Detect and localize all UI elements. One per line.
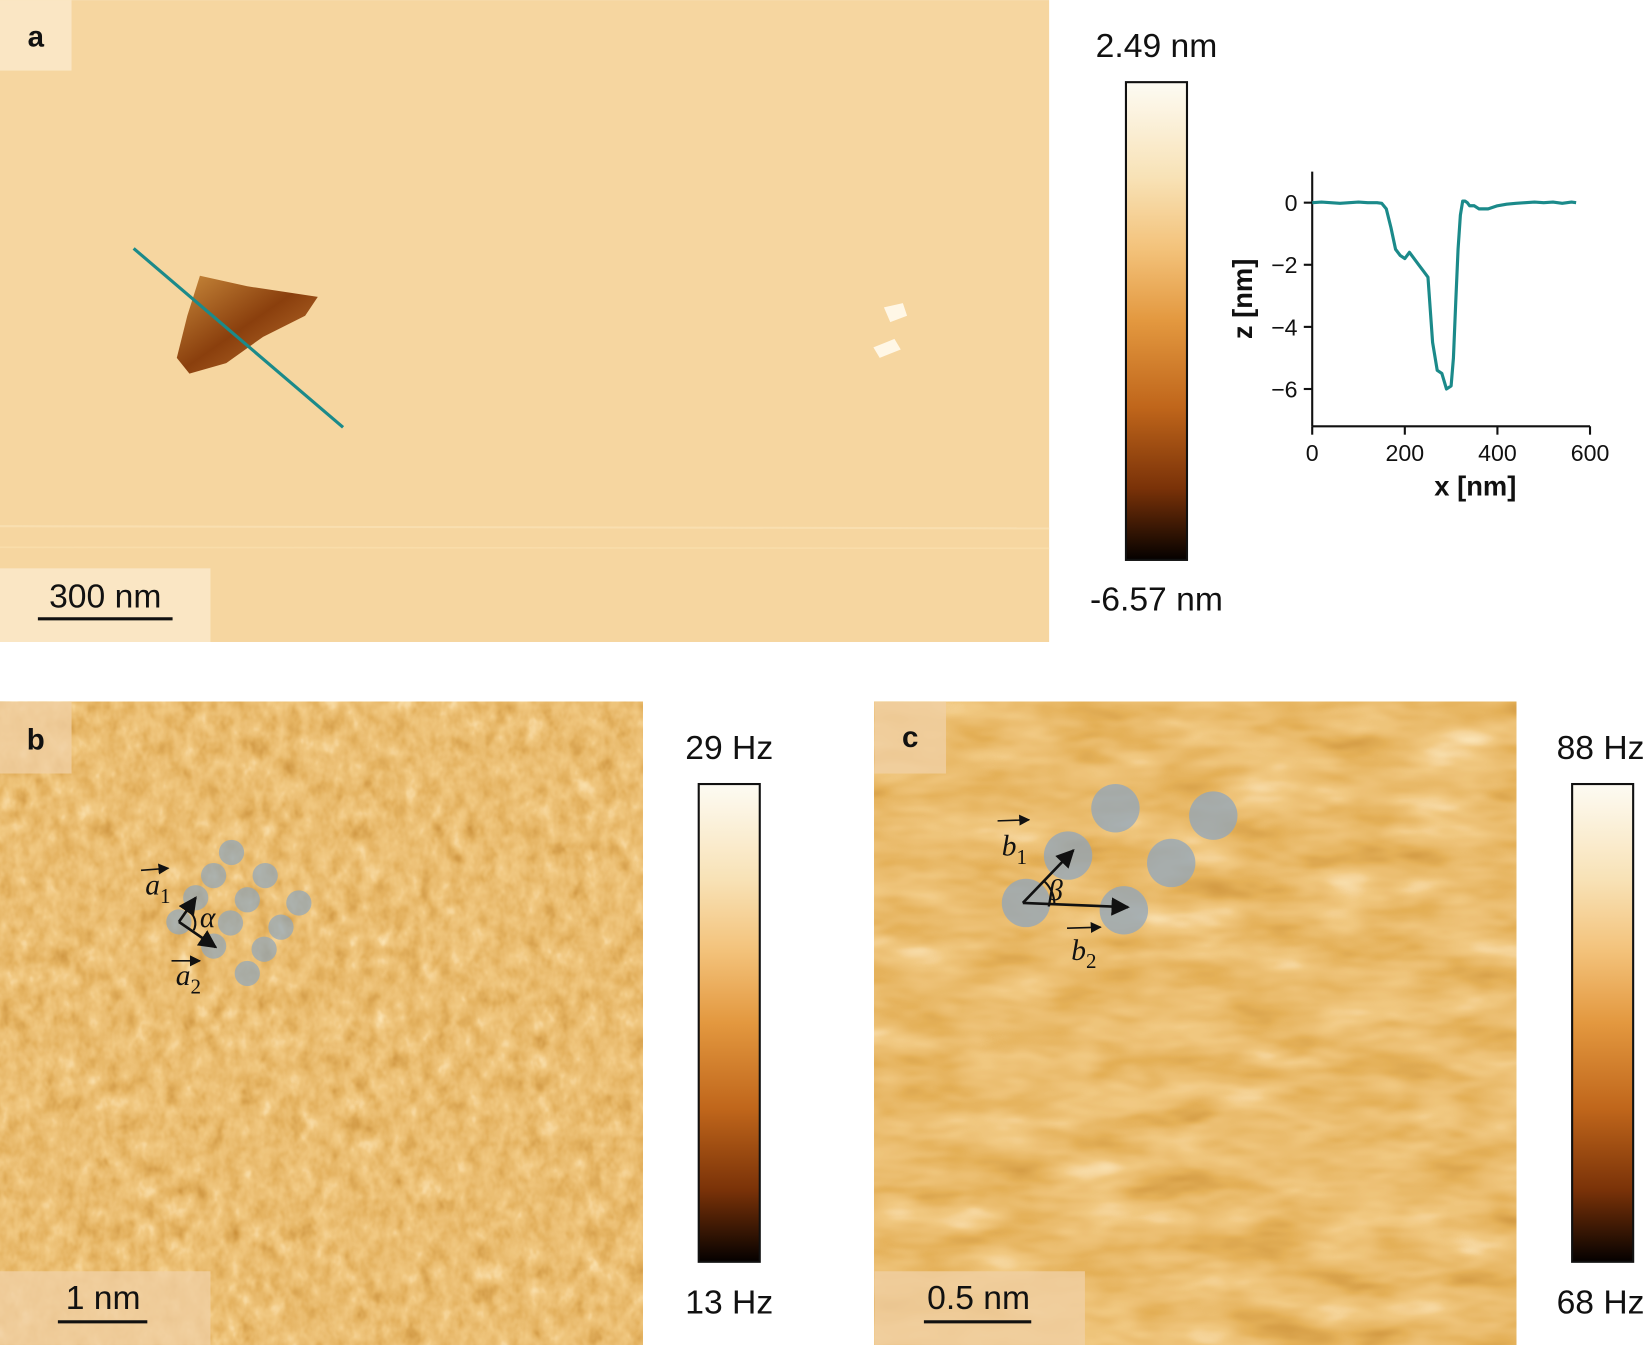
- colorbar-max: 29 Hz: [685, 730, 773, 767]
- angle-label: β: [1047, 875, 1063, 907]
- vector-bar: [140, 863, 170, 875]
- colorbar-min: -6.57 nm: [1090, 581, 1223, 618]
- panel-b: a1 a2 α b 1 nm 29 Hz 13 Hz: [0, 701, 773, 1345]
- scale-box: [0, 568, 211, 642]
- panel-label: a: [28, 20, 45, 53]
- scan-streak: [0, 525, 1050, 530]
- y-axis-label: z [nm]: [1227, 259, 1258, 340]
- vector-label: b1: [1002, 831, 1027, 869]
- profile-line: [1312, 199, 1577, 391]
- scale-box: [0, 1271, 211, 1345]
- vector-bar: [997, 814, 1031, 826]
- vector-label: b2: [1071, 935, 1096, 973]
- label-box: [0, 701, 72, 774]
- afm-image: [0, 701, 643, 1345]
- scan-streak: [0, 546, 1050, 550]
- panel-c: b1 b2 β c 0.5 nm 88 Hz 68 Hz: [874, 701, 1645, 1345]
- panel-label: c: [902, 721, 918, 754]
- x-tick-label: 0: [1306, 440, 1319, 466]
- colorbar-min: 68 Hz: [1557, 1284, 1645, 1321]
- angle-label: α: [200, 902, 216, 934]
- angle-arc: [186, 909, 197, 931]
- x-tick-label: 600: [1571, 440, 1610, 466]
- colorbar: [1571, 782, 1635, 1263]
- scale-bar-label: 300 nm: [49, 578, 161, 615]
- vector-arrow: [177, 896, 197, 923]
- vector-label: a1: [145, 870, 170, 908]
- profile-line: [132, 247, 345, 429]
- panel-a: a 300 nm 2.49 nm -6.57 nm: [0, 0, 1223, 642]
- colorbar-max: 88 Hz: [1557, 730, 1645, 767]
- vector-arrow: [1021, 849, 1075, 904]
- colorbar: [697, 782, 761, 1263]
- profile-plot: x [nm] z [nm] 0 200 400 600 0 −2 −4 −6: [1227, 171, 1610, 502]
- panel-label: b: [27, 723, 45, 756]
- scale-bar-label: 0.5 nm: [927, 1280, 1030, 1317]
- afm-image: [0, 0, 1050, 642]
- lattice-marks: [1001, 784, 1238, 935]
- label-box: [0, 0, 72, 71]
- y-tick-label: −2: [1271, 252, 1297, 278]
- vector-arrow: [1022, 897, 1130, 916]
- label-box: [874, 701, 947, 774]
- colorbar-max: 2.49 nm: [1096, 28, 1218, 65]
- colorbar: [1124, 81, 1189, 561]
- y-tick-label: −4: [1271, 314, 1298, 340]
- y-tick-label: 0: [1285, 190, 1298, 216]
- vector-bar: [1067, 921, 1102, 933]
- scale-bar-label: 1 nm: [66, 1280, 141, 1317]
- x-axis-label: x [nm]: [1434, 471, 1516, 502]
- particle: [873, 303, 908, 358]
- x-tick-label: 200: [1386, 440, 1425, 466]
- vector-label: a2: [176, 960, 201, 998]
- x-tick-label: 400: [1478, 440, 1517, 466]
- y-tick-label: −6: [1271, 376, 1297, 402]
- scale-box: [874, 1271, 1085, 1345]
- vector-arrow: [178, 920, 218, 949]
- pit: [176, 275, 318, 374]
- afm-image: [874, 701, 1517, 1345]
- angle-arc: [1043, 880, 1056, 906]
- colorbar-min: 13 Hz: [685, 1284, 773, 1321]
